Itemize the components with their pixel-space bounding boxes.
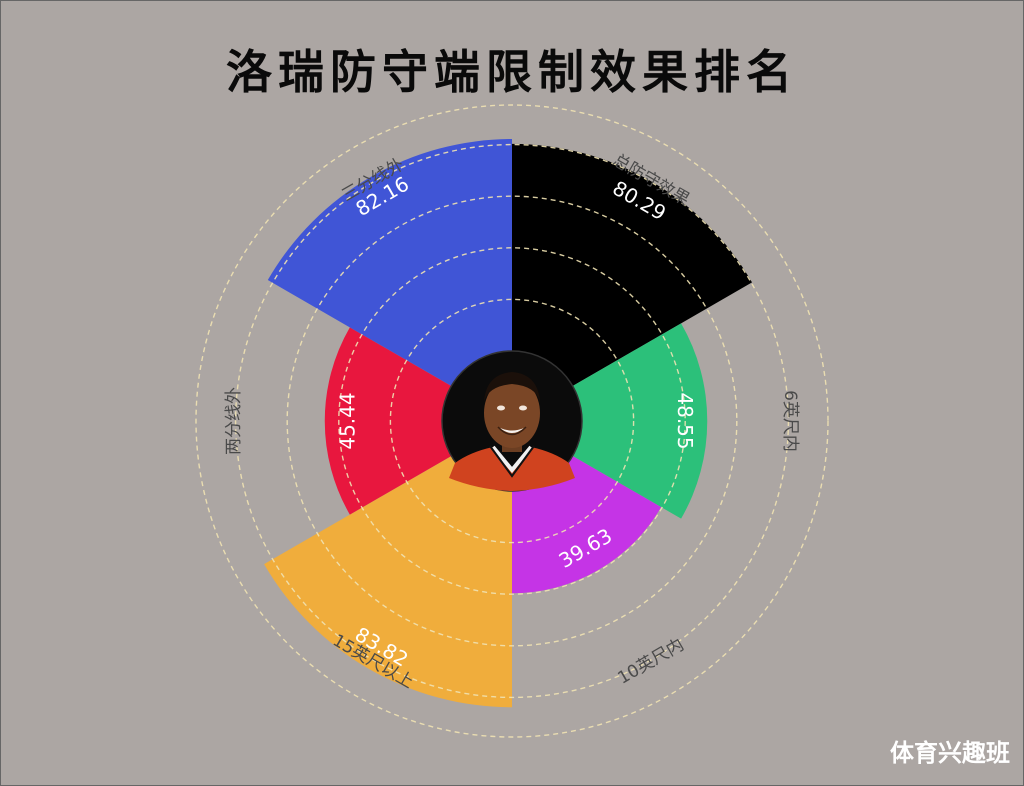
grid-ring	[389, 298, 635, 544]
bar-6英尺内	[572, 323, 708, 519]
bar-10英尺内	[512, 456, 662, 594]
category-label: 两分线外	[224, 387, 244, 455]
watermark: 体育兴趣班	[890, 739, 1010, 767]
grid-ring	[195, 104, 829, 738]
bar-15英尺以上	[264, 456, 512, 708]
category-label: 6英尺内	[780, 390, 800, 452]
grid-ring	[234, 143, 790, 699]
chart-title: 洛瑞防守端限制效果排名	[226, 45, 798, 99]
grid-ring	[338, 247, 686, 595]
category-label: 10英尺内	[615, 635, 688, 689]
data-label: 48.55	[673, 392, 697, 449]
grid-ring	[286, 195, 738, 647]
bar-三分线外	[267, 139, 512, 386]
bar-两分线外	[324, 327, 452, 515]
player-photo	[441, 350, 583, 492]
data-label: 45.44	[335, 392, 359, 449]
